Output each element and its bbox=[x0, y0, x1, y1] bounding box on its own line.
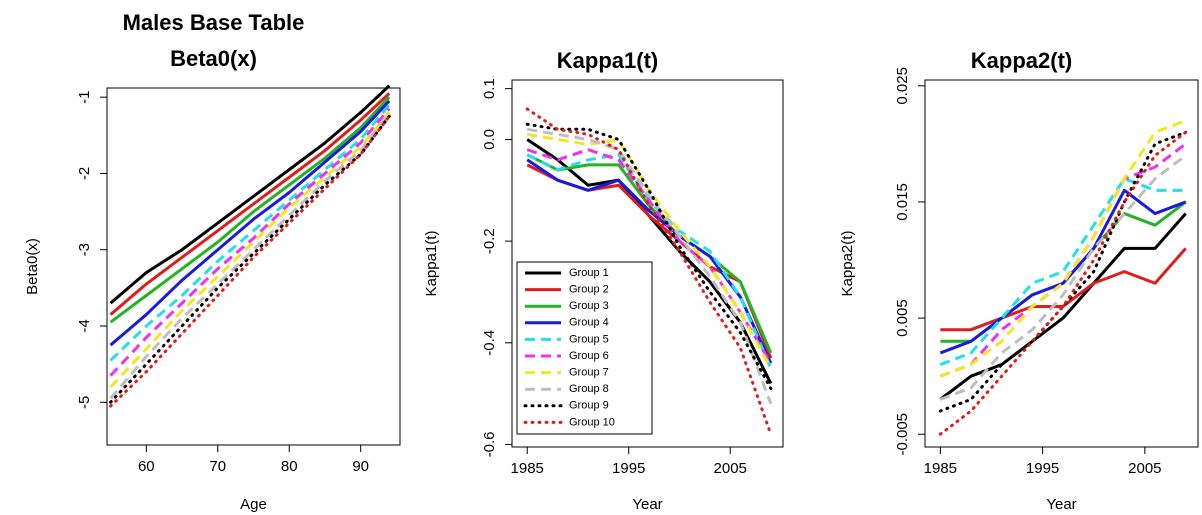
series-line bbox=[109, 111, 391, 400]
x-axis-label: Age bbox=[240, 496, 267, 513]
series-line bbox=[940, 200, 1187, 343]
chart-title: Kappa2(t) bbox=[971, 48, 1072, 73]
legend-label: Group 4 bbox=[569, 317, 609, 329]
legend-label: Group 3 bbox=[569, 300, 609, 312]
y-tick-label: 0.005 bbox=[894, 299, 911, 337]
x-tick-label: 60 bbox=[138, 458, 155, 475]
legend-label: Group 2 bbox=[569, 284, 609, 296]
series-line bbox=[526, 158, 773, 364]
series-line bbox=[940, 247, 1187, 332]
panel: Kappa1(t) Year Kappa1(t) 1985 1995 2005 -0.6 -0… bbox=[423, 48, 784, 513]
x-axis-label: Year bbox=[1046, 496, 1076, 513]
panel: Kappa2(t) Year Kappa2(t) 1985 1995 2005 -0.005… bbox=[839, 48, 1199, 513]
series-line bbox=[939, 154, 1187, 401]
series-line bbox=[939, 212, 1187, 401]
chart-subtitle: Beta0(x) bbox=[170, 46, 257, 71]
series-line bbox=[109, 103, 391, 362]
y-axis-label: Kappa2(t) bbox=[839, 231, 856, 297]
series-line bbox=[526, 148, 773, 364]
series-line bbox=[109, 111, 391, 389]
series-line bbox=[109, 107, 391, 377]
legend-label: Group 7 bbox=[569, 367, 609, 379]
series-line bbox=[939, 142, 1187, 378]
series-line bbox=[938, 130, 1188, 413]
series-line bbox=[938, 130, 1188, 436]
series-line bbox=[939, 188, 1187, 355]
x-tick-label: 1995 bbox=[1026, 460, 1059, 477]
x-tick-label: 1985 bbox=[511, 460, 544, 477]
x-tick-label: 70 bbox=[209, 458, 226, 475]
y-tick-label: -0.4 bbox=[481, 330, 498, 356]
x-tick-label: 2005 bbox=[1128, 460, 1161, 477]
series-line bbox=[526, 127, 773, 405]
y-tick-label: 0.015 bbox=[894, 183, 911, 221]
x-tick-label: 80 bbox=[281, 458, 298, 475]
y-tick-label: -4 bbox=[76, 319, 93, 332]
y-tick-label: 0.025 bbox=[894, 67, 911, 105]
y-axis-label: Beta0(x) bbox=[24, 238, 41, 295]
x-tick-label: 90 bbox=[352, 458, 369, 475]
chart-title: Kappa1(t) bbox=[557, 48, 658, 73]
series-line bbox=[939, 177, 1186, 366]
legend-label: Group 6 bbox=[569, 350, 609, 362]
y-tick-label: -1 bbox=[76, 90, 93, 103]
x-tick-label: 2005 bbox=[714, 460, 747, 477]
plot-frame bbox=[924, 79, 1199, 448]
series-line bbox=[109, 99, 391, 347]
x-tick-label: 1985 bbox=[924, 460, 957, 477]
y-tick-label: -2 bbox=[76, 167, 93, 180]
y-tick-label: -0.2 bbox=[481, 228, 498, 254]
plot-frame bbox=[511, 79, 784, 448]
legend-label: Group 9 bbox=[569, 400, 609, 412]
legend-label: Group 1 bbox=[569, 267, 609, 279]
x-tick-label: 1995 bbox=[612, 460, 645, 477]
series-line bbox=[109, 96, 391, 324]
series-line bbox=[525, 107, 773, 436]
series-line bbox=[109, 84, 391, 305]
y-tick-label: -0.005 bbox=[894, 413, 911, 456]
y-tick-label: -3 bbox=[76, 243, 93, 256]
legend-label: Group 8 bbox=[569, 383, 609, 395]
chart-title: Males Base Table bbox=[123, 10, 305, 35]
series-line bbox=[109, 114, 391, 404]
y-tick-label: 0.0 bbox=[481, 129, 498, 150]
y-axis-label: Kappa1(t) bbox=[423, 231, 440, 297]
y-tick-label: -5 bbox=[76, 396, 93, 409]
y-tick-label: 0.1 bbox=[481, 78, 498, 99]
panel: Males Base Table Beta0(x) Age Beta0(x) 60 70 8… bbox=[24, 10, 401, 513]
legend-label: Group 10 bbox=[569, 416, 615, 428]
legend-label: Group 5 bbox=[569, 333, 609, 345]
series-line bbox=[525, 122, 773, 391]
y-tick-label: -0.6 bbox=[481, 432, 498, 458]
series-line bbox=[109, 92, 391, 316]
x-axis-label: Year bbox=[632, 496, 662, 513]
plot-frame bbox=[106, 87, 401, 446]
series-line bbox=[109, 114, 391, 408]
series-line bbox=[526, 153, 773, 354]
